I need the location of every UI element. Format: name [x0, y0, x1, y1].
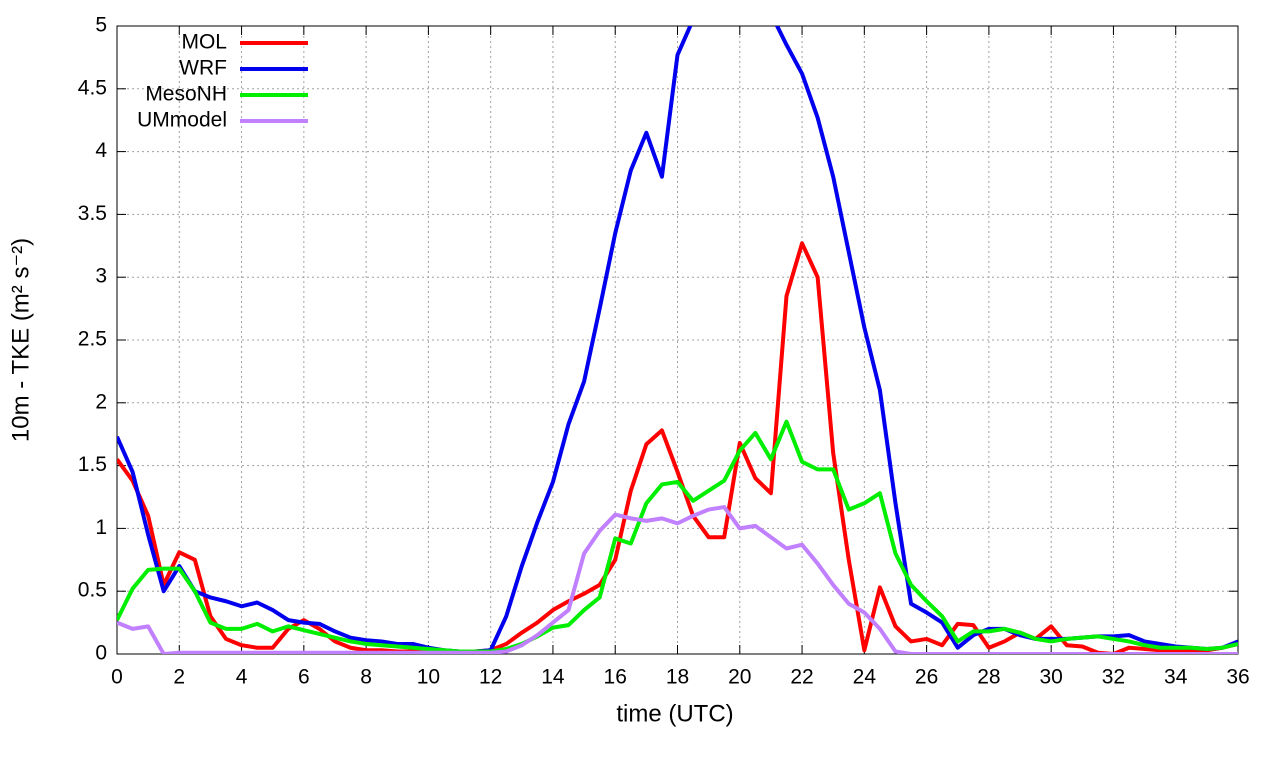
- data-line: [117, 26, 1238, 654]
- x-tick-label: 16: [604, 666, 627, 689]
- x-tick-label: 26: [915, 666, 938, 689]
- x-tick-label: 20: [728, 666, 751, 689]
- x-tick-label: 28: [977, 666, 1000, 689]
- y-tick-label: 5: [95, 14, 107, 37]
- x-tick-label: 14: [541, 666, 565, 689]
- data-line: [117, 505, 1238, 654]
- y-tick-label: 4: [95, 139, 107, 162]
- x-tick-label: 34: [1164, 666, 1188, 689]
- x-tick-label: 6: [298, 666, 310, 689]
- x-tick-label: 8: [360, 666, 372, 689]
- x-tick-label: 2: [173, 666, 185, 689]
- legend-label: WRF: [179, 57, 227, 80]
- legend-label: MOL: [181, 31, 227, 54]
- y-tick-label: 0: [95, 642, 107, 665]
- x-tick-label: 32: [1102, 666, 1125, 689]
- legend-label: UMmodel: [137, 109, 227, 132]
- x-tick-label: 36: [1226, 666, 1249, 689]
- x-tick-label: 18: [666, 666, 689, 689]
- y-tick-label: 1.5: [78, 453, 107, 476]
- y-tick-label: 3.5: [78, 202, 107, 225]
- y-tick-label: 2.5: [78, 328, 107, 351]
- y-tick-label: 0.5: [78, 579, 107, 602]
- x-tick-label: 24: [853, 666, 877, 689]
- y-tick-label: 2: [95, 390, 107, 413]
- legend-label: MesoNH: [145, 83, 227, 106]
- data-line: [117, 419, 1238, 654]
- x-tick-label: 30: [1039, 666, 1062, 689]
- y-tick-label: 1: [95, 516, 107, 539]
- x-tick-label: 10: [417, 666, 440, 689]
- plot-border: [116, 25, 1239, 655]
- x-tick-label: 22: [790, 666, 813, 689]
- y-axis-label: 10m - TKE (m² s⁻²): [7, 238, 34, 442]
- x-axis-label: time (UTC): [616, 700, 733, 727]
- plot-area: [117, 26, 1238, 654]
- y-tick-label: 4.5: [78, 76, 107, 99]
- data-line: [117, 241, 1238, 654]
- x-tick-label: 12: [479, 666, 502, 689]
- y-tick-label: 3: [95, 265, 107, 288]
- x-tick-label: 4: [236, 666, 248, 689]
- x-tick-label: 0: [111, 666, 123, 689]
